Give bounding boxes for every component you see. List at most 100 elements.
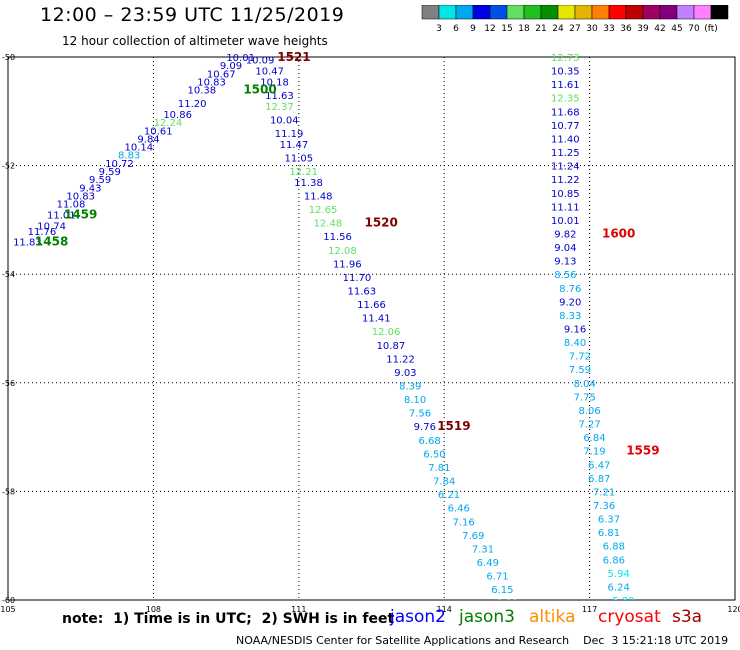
wave-height-value: 11.22 [386, 354, 415, 365]
colorbar-legend: 3 6 9 12 15 18 21 24 27 30 33 36 39 42 45 70 (ft) [421, 5, 729, 34]
wave-height-value: 8.40 [564, 338, 586, 349]
wave-height-value: 12.48 [314, 219, 343, 230]
wave-height-value: 7.36 [593, 501, 615, 512]
colorbar-label: 30 [586, 24, 598, 34]
wave-height-value: 10.72 [105, 159, 134, 170]
wave-height-value: 11.63 [347, 286, 376, 297]
chart-subtitle: 12 hour collection of altimeter wave hei… [62, 34, 328, 48]
wave-height-value: 6.47 [588, 460, 610, 471]
wave-height-value: 10.87 [377, 341, 406, 352]
legend-s3a: s3a [672, 607, 703, 627]
footer-credit: NOAA/NESDIS Center for Satellite Applica… [236, 634, 729, 647]
wave-height-value: 9.43 [79, 183, 101, 194]
colorbar-label: 39 [637, 24, 649, 34]
wave-height-value: 7.27 [578, 420, 600, 431]
wave-height-chart: 105108111114117120-50-52-54-56-58-6011.8… [0, 50, 740, 614]
wave-height-value: 11.83 [13, 238, 42, 249]
colorbar-label: 36 [620, 24, 632, 34]
wave-height-value: 8.76 [559, 284, 581, 295]
wave-height-value: 11.05 [284, 153, 313, 164]
wave-height-value: 6.21 [438, 490, 460, 501]
wave-height-value: 10.61 [144, 126, 173, 137]
wave-height-value: 11.22 [551, 175, 580, 186]
wave-height-value: 9.09 [220, 61, 242, 72]
wave-height-value: 7.72 [569, 352, 591, 363]
y-tick-label: -60 [2, 596, 15, 605]
wave-height-value: 12.73 [551, 53, 580, 64]
wave-height-value: 11.47 [280, 140, 309, 151]
wave-height-value: 8.06 [578, 406, 600, 417]
wave-height-value: 7.16 [452, 517, 474, 528]
x-tick-label: 108 [146, 605, 161, 614]
wave-height-value: 7.56 [409, 409, 431, 420]
colorbar-label: (ft) [704, 24, 718, 34]
wave-height-value: 8.56 [554, 270, 576, 281]
wave-height-value: 6.49 [477, 558, 499, 569]
pass-time-label: 1500 [243, 83, 276, 97]
wave-height-value: 9.20 [559, 297, 581, 308]
wave-height-value: 11.25 [551, 148, 580, 159]
wave-height-value: 8.04 [574, 379, 596, 390]
wave-height-value: 7.19 [583, 447, 605, 458]
wave-height-value: 10.83 [66, 191, 95, 202]
wave-height-value: 9.59 [99, 167, 121, 178]
wave-height-value: 11.41 [362, 314, 391, 325]
wave-height-value: 11.20 [178, 99, 207, 110]
wave-height-value: 9.82 [554, 229, 576, 240]
wave-height-value: 11.68 [551, 107, 580, 118]
wave-height-value: 7.59 [569, 365, 591, 376]
wave-height-value: 11.24 [551, 162, 580, 173]
wave-height-value: 10.04 [270, 115, 299, 126]
wave-height-value: 6.50 [423, 449, 445, 460]
wave-height-value: 7.84 [433, 477, 455, 488]
y-tick-label: -56 [2, 379, 15, 388]
wave-height-value: 12.08 [328, 246, 357, 257]
wave-height-value: 11.38 [294, 178, 323, 189]
colorbar-label: 33 [603, 24, 614, 34]
wave-height-value: 6.68 [419, 436, 441, 447]
wave-height-value: 12.65 [309, 205, 338, 216]
wave-height-value: 6.46 [448, 504, 470, 515]
wave-height-value: 10.01 [226, 53, 255, 64]
wave-height-value: 10.77 [551, 121, 580, 132]
wave-height-value: 10.01 [551, 216, 580, 227]
colorbar-label: 9 [470, 24, 476, 34]
x-tick-label: 105 [0, 605, 15, 614]
legend-cryosat: cryosat [598, 607, 661, 627]
plot-frame [7, 56, 736, 601]
wave-height-value: 7.69 [462, 531, 484, 542]
colorbar-label: 15 [501, 24, 512, 34]
wave-height-value: 11.48 [304, 191, 333, 202]
colorbar-label: 3 [436, 24, 442, 34]
wave-height-value: 6.87 [588, 474, 610, 485]
legend-altika: altika [529, 607, 576, 627]
legend-jason2: jason2 [390, 607, 446, 627]
wave-height-value: 6.15 [491, 585, 513, 596]
wave-height-value: 9.04 [554, 243, 576, 254]
wave-height-value: 10.38 [188, 86, 217, 97]
y-tick-label: -52 [2, 162, 15, 171]
legend-jason3: jason3 [459, 607, 515, 627]
wave-height-value: 8.83 [118, 151, 140, 162]
wave-height-value: 5.89 [612, 596, 634, 607]
colorbar-label: 6 [453, 24, 459, 34]
wave-height-value: 5.94 [608, 569, 630, 580]
wave-height-value: 11.63 [265, 91, 294, 102]
pass-time-label: 1559 [626, 444, 659, 458]
wave-height-value: 11.08 [57, 200, 86, 211]
wave-height-value: 10.86 [163, 110, 192, 121]
wave-height-value: 12.24 [154, 118, 183, 129]
x-tick-label: 114 [437, 605, 452, 614]
wave-height-value: 7.31 [472, 544, 494, 555]
wave-height-value: 10.85 [551, 189, 580, 200]
wave-height-value: 6.37 [598, 515, 620, 526]
y-tick-label: -58 [2, 487, 15, 496]
wave-height-value: 6.71 [486, 572, 508, 583]
wave-height-value: 11.66 [357, 300, 386, 311]
colorbar-label: 24 [552, 24, 564, 34]
pass-time-label: 1520 [364, 216, 397, 230]
colorbar-label: 45 [671, 24, 682, 34]
wave-height-value: 11.19 [275, 129, 304, 140]
wave-height-value: 11.70 [343, 273, 372, 284]
colorbar-label: 27 [569, 24, 580, 34]
